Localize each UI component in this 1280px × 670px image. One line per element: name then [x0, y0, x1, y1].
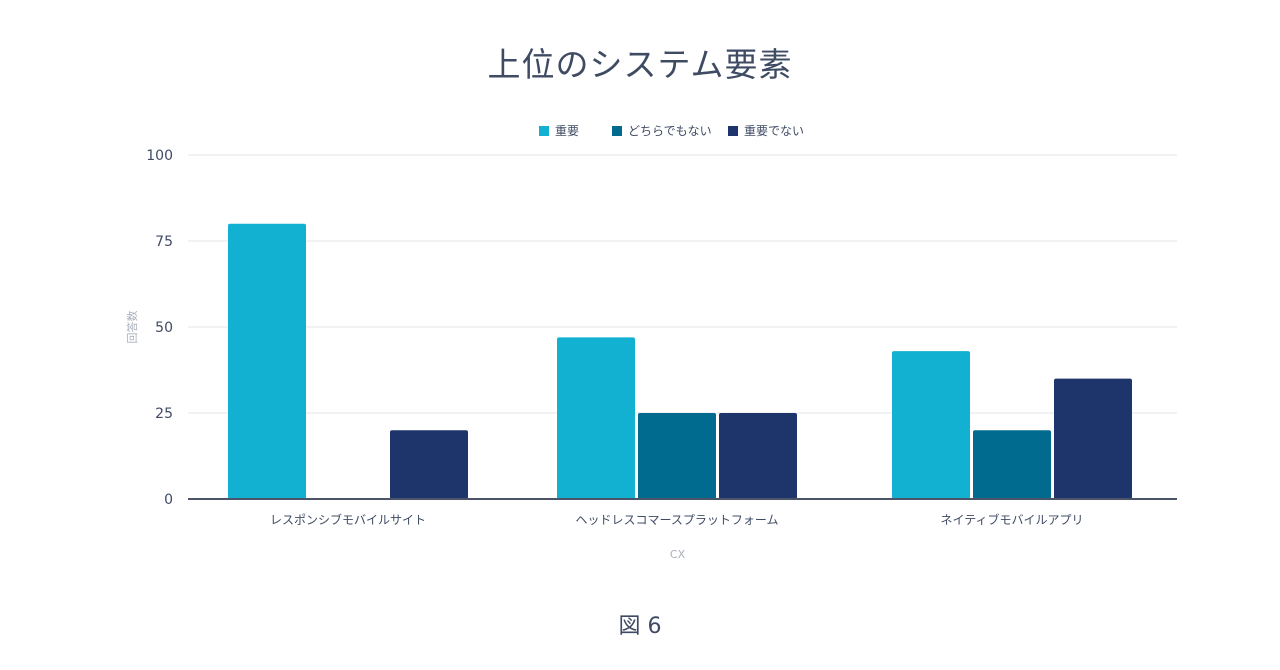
y-axis-label: 回答数: [125, 311, 139, 344]
x-category-label: ヘッドレスコマースプラットフォーム: [575, 513, 778, 527]
bar: [892, 351, 970, 499]
legend: 重要 どちらでもない 重要でない: [539, 124, 804, 138]
gridlines: [188, 154, 1177, 414]
legend-swatch: [612, 126, 622, 136]
legend-label: 重要: [555, 124, 579, 138]
chart-title: 上位のシステム要素: [487, 45, 793, 84]
figure-caption: 図 6: [618, 614, 662, 639]
bar: [638, 413, 716, 499]
legend-label: 重要でない: [744, 124, 804, 138]
legend-label: どちらでもない: [628, 124, 712, 138]
bars: [228, 223, 1132, 500]
bar: [973, 430, 1051, 499]
y-tick-label: 0: [164, 492, 173, 508]
x-category-label: ネイティブモバイルアプリ: [940, 512, 1083, 527]
y-axis-ticks: 0 25 50 75 100: [146, 148, 173, 508]
bar: [719, 413, 797, 499]
x-axis-label: CX: [670, 548, 686, 561]
y-tick-label: 50: [155, 320, 173, 336]
x-axis-categories: レスポンシブモバイルサイト ヘッドレスコマースプラットフォーム ネイティブモバイルア…: [270, 512, 1084, 527]
bar: [557, 337, 635, 499]
y-tick-label: 75: [155, 234, 173, 250]
legend-swatch: [728, 126, 738, 136]
bar: [228, 223, 306, 500]
legend-swatch: [539, 126, 549, 136]
bar-chart: 0 25 50 75 100 レスポンシブモバイルサイト ヘッドレスコマースプラットフォー…: [125, 124, 1177, 561]
y-tick-label: 100: [146, 148, 173, 164]
bar: [1054, 378, 1132, 499]
bar: [390, 430, 468, 499]
x-category-label: レスポンシブモバイルサイト: [270, 512, 426, 527]
y-tick-label: 25: [155, 406, 173, 422]
